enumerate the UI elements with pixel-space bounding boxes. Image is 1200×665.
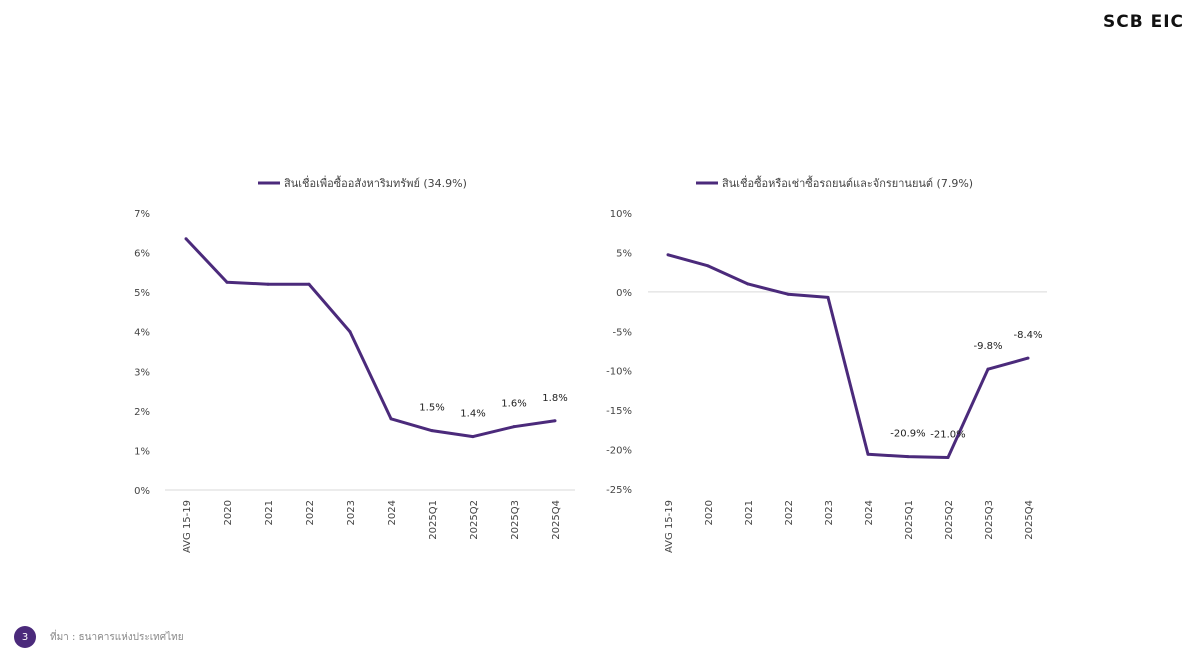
- series-line: [184, 237, 556, 439]
- data-label: -8.4%: [1013, 330, 1042, 341]
- x-tick-label: 2025Q4: [551, 500, 562, 540]
- data-point: [1026, 356, 1030, 360]
- data-point: [307, 282, 311, 286]
- data-label: 1.4%: [460, 409, 485, 420]
- y-tick-label: 6%: [134, 249, 150, 260]
- source-note: ที่มา : ธนาคารแห่งประเทศไทย: [50, 631, 184, 643]
- y-tick-label: 3%: [134, 367, 150, 378]
- x-tick-label: 2025Q4: [1024, 500, 1035, 540]
- y-tick-label: -15%: [606, 406, 632, 417]
- data-label: 1.6%: [501, 399, 526, 410]
- x-tick-label: 2023: [824, 500, 835, 525]
- data-point: [866, 452, 870, 456]
- data-point: [666, 253, 670, 257]
- data-point: [906, 455, 910, 459]
- data-point: [348, 330, 352, 334]
- y-tick-label: 0%: [134, 486, 150, 497]
- data-label: -9.8%: [973, 341, 1002, 352]
- x-tick-label: 2025Q2: [944, 500, 955, 540]
- data-point: [430, 429, 434, 433]
- x-tick-label: 2025Q2: [469, 500, 480, 540]
- scb-eic-logo: SCB EIC: [1102, 12, 1184, 32]
- footer: 3 ที่มา : ธนาคารแห่งประเทศไทย: [14, 626, 184, 648]
- y-tick-label: 1%: [134, 446, 150, 457]
- legend-label: สินเชื่อเพื่อซื้ออสังหาริมทรัพย์ (34.9%): [284, 175, 467, 190]
- data-point: [986, 367, 990, 371]
- data-label: -21.0%: [930, 429, 965, 440]
- legend-label: สินเชื่อซื้อหรือเช่าซื้อรถยนต์และจักรยาน…: [722, 175, 973, 190]
- data-label: 1.5%: [419, 403, 444, 414]
- y-tick-label: -20%: [606, 446, 632, 457]
- y-tick-label: 10%: [610, 209, 632, 220]
- y-tick-label: -25%: [606, 485, 632, 496]
- x-tick-label: 2022: [784, 500, 795, 525]
- x-tick-label: AVG 15-19: [182, 500, 193, 553]
- data-point: [184, 237, 188, 241]
- data-point: [746, 282, 750, 286]
- y-tick-label: 7%: [134, 209, 150, 220]
- series-line: [667, 253, 1029, 459]
- data-point: [706, 264, 710, 268]
- x-tick-label: 2025Q3: [510, 500, 521, 540]
- data-point: [512, 425, 516, 429]
- x-tick-label: 2025Q1: [904, 500, 915, 540]
- data-point: [389, 417, 393, 421]
- data-point: [266, 282, 270, 286]
- y-tick-label: -10%: [606, 367, 632, 378]
- x-tick-label: 2025Q1: [428, 500, 439, 540]
- y-tick-label: 5%: [134, 288, 150, 299]
- x-tick-label: 2024: [387, 500, 398, 525]
- y-tick-label: 0%: [616, 288, 632, 299]
- x-tick-label: 2024: [864, 500, 875, 525]
- x-tick-label: 2023: [346, 500, 357, 525]
- data-point: [786, 292, 790, 296]
- data-point: [225, 280, 229, 284]
- data-label: 1.8%: [542, 393, 567, 404]
- x-tick-label: 2020: [704, 500, 715, 525]
- x-tick-label: 2021: [264, 500, 275, 525]
- y-tick-label: -5%: [613, 327, 632, 338]
- x-tick-label: AVG 15-19: [664, 500, 675, 553]
- data-point: [471, 435, 475, 439]
- y-tick-label: 2%: [134, 407, 150, 418]
- y-tick-label: 5%: [616, 248, 632, 259]
- page-number: 3: [14, 626, 36, 648]
- data-label: -20.9%: [890, 429, 925, 440]
- x-tick-label: 2022: [305, 500, 316, 525]
- x-tick-label: 2021: [744, 500, 755, 525]
- y-tick-label: 4%: [134, 328, 150, 339]
- data-point: [946, 455, 950, 459]
- data-point: [826, 295, 830, 299]
- x-tick-label: 2020: [223, 500, 234, 525]
- data-point: [553, 419, 557, 423]
- x-tick-label: 2025Q3: [984, 500, 995, 540]
